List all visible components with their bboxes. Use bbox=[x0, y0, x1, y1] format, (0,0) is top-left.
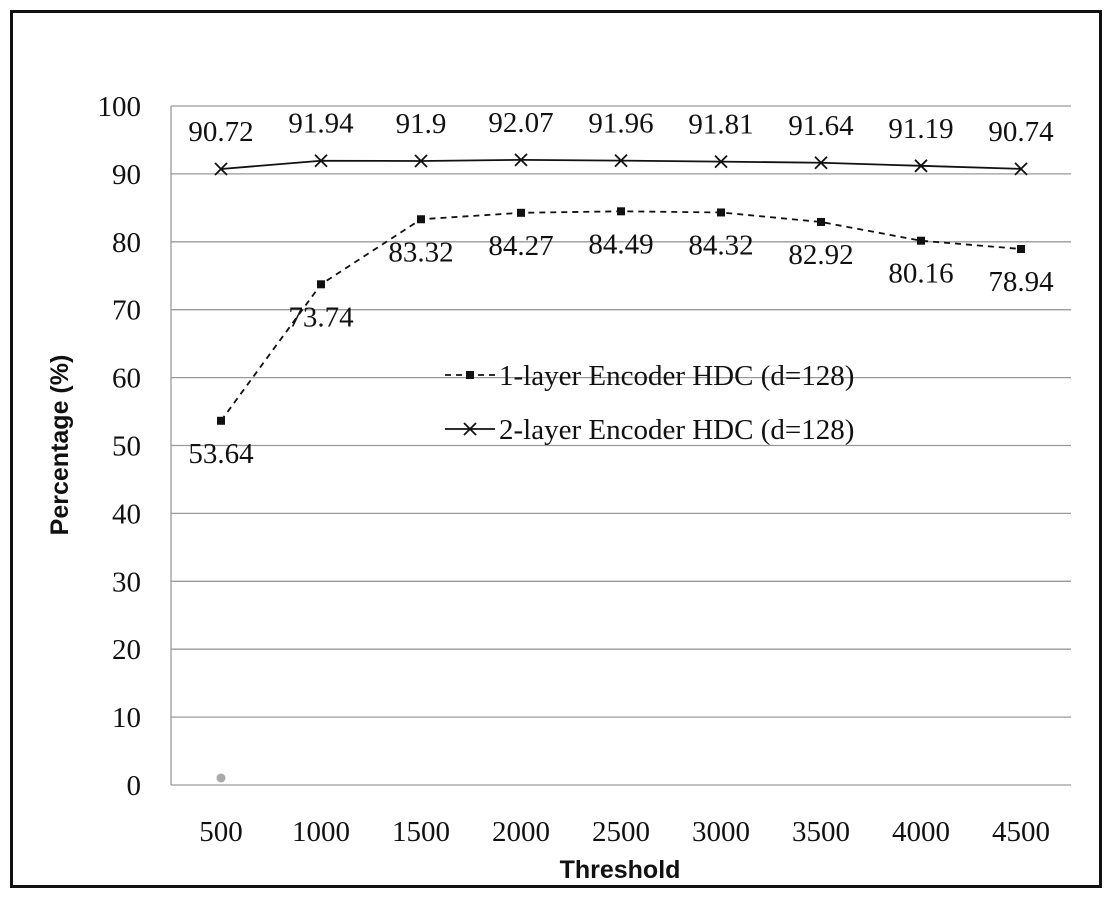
series-2-point-2000 bbox=[514, 153, 528, 167]
series-1-point-3500 bbox=[817, 217, 825, 226]
legend-label-1: 1-layer Encoder HDC (d=128) bbox=[499, 360, 854, 392]
series-2-label-2500: 91.96 bbox=[588, 108, 653, 140]
series-1-point-2000 bbox=[517, 208, 525, 217]
series-2-point-1500 bbox=[414, 154, 428, 168]
series-1-label-500: 53.64 bbox=[188, 438, 254, 470]
series-1-label-4000: 80.16 bbox=[888, 258, 953, 290]
series-1-point-500 bbox=[217, 416, 225, 425]
series-1-label-3000: 84.32 bbox=[688, 229, 753, 261]
data-labels: 53.64 73.74 83.32 84.27 84.49 84.32 82.92 80.16… bbox=[188, 107, 1054, 470]
series-2-label-4500: 90.74 bbox=[988, 116, 1054, 148]
series-2-label-1000: 91.94 bbox=[288, 108, 354, 140]
legend-label-2: 2-layer Encoder HDC (d=128) bbox=[499, 414, 854, 446]
series-1-label-2500: 84.49 bbox=[588, 228, 653, 260]
line-chart: 0 10 20 30 40 50 60 70 80 90 100 500 1000 1500 2000 25… bbox=[46, 91, 1071, 884]
series-1-point-2500 bbox=[617, 207, 625, 216]
legend-marker-2 bbox=[463, 422, 477, 436]
series-1-label-2000: 84.27 bbox=[488, 230, 553, 262]
y-tick-0: 0 bbox=[127, 770, 142, 802]
gridlines bbox=[170, 105, 1071, 786]
y-tick-100: 100 bbox=[98, 91, 142, 123]
series-layer bbox=[214, 153, 1028, 425]
x-tick-1500: 1500 bbox=[392, 816, 450, 848]
x-tick-2000: 2000 bbox=[492, 816, 550, 848]
series-2-point-3000 bbox=[714, 154, 728, 169]
series-2-point-2500 bbox=[614, 153, 628, 168]
series-1-point-1000 bbox=[317, 280, 325, 289]
y-tick-70: 70 bbox=[112, 295, 141, 327]
series-1-point-3000 bbox=[717, 208, 725, 217]
chart-frame: 0 10 20 30 40 50 60 70 80 90 100 500 1000 1500 2000 25… bbox=[10, 10, 1102, 888]
x-tick-labels: 500 1000 1500 2000 2500 3000 3500 4000 4500 bbox=[199, 816, 1050, 848]
x-axis-title: Threshold bbox=[560, 856, 681, 884]
y-tick-20: 20 bbox=[112, 634, 141, 666]
x-tick-2500: 2500 bbox=[592, 816, 650, 848]
y-axis-title: Percentage (%) bbox=[46, 355, 74, 536]
y-tick-90: 90 bbox=[112, 159, 141, 191]
y-tick-80: 80 bbox=[112, 227, 141, 259]
stray-dot bbox=[216, 773, 226, 783]
x-tick-3500: 3500 bbox=[792, 816, 850, 848]
y-tick-40: 40 bbox=[112, 498, 141, 530]
y-tick-60: 60 bbox=[112, 363, 141, 395]
series-2-point-500 bbox=[214, 162, 228, 176]
series-2-label-500: 90.72 bbox=[188, 116, 253, 148]
x-tick-1000: 1000 bbox=[292, 816, 350, 848]
y-tick-labels: 0 10 20 30 40 50 60 70 80 90 100 bbox=[98, 91, 142, 802]
y-tick-50: 50 bbox=[112, 431, 141, 463]
series-2-label-3000: 91.81 bbox=[688, 109, 753, 141]
series-2-label-1500: 91.9 bbox=[396, 108, 447, 140]
series-1-point-4500 bbox=[1017, 244, 1025, 253]
x-tick-4000: 4000 bbox=[892, 816, 950, 848]
series-1-point-4000 bbox=[917, 236, 925, 245]
series-2-label-3500: 91.64 bbox=[788, 110, 854, 142]
series-1-point-1500 bbox=[417, 215, 425, 224]
series-2-point-4500 bbox=[1014, 162, 1028, 176]
series-2-point-4000 bbox=[914, 159, 928, 173]
legend: 1-layer Encoder HDC (d=128) 2-layer Encod… bbox=[445, 360, 854, 446]
series-2-point-1000 bbox=[314, 154, 328, 168]
series-2-label-2000: 92.07 bbox=[488, 107, 553, 139]
x-tick-500: 500 bbox=[199, 816, 243, 848]
series-1-label-4500: 78.94 bbox=[988, 266, 1054, 298]
y-tick-30: 30 bbox=[112, 566, 141, 598]
legend-marker-1 bbox=[466, 371, 474, 379]
series-1-label-1500: 83.32 bbox=[388, 236, 453, 268]
series-2-point-3500 bbox=[814, 156, 828, 170]
x-tick-4500: 4500 bbox=[992, 816, 1050, 848]
series-1-label-3500: 82.92 bbox=[788, 239, 853, 271]
x-tick-3000: 3000 bbox=[692, 816, 750, 848]
series-2-label-4000: 91.19 bbox=[888, 113, 953, 145]
y-tick-10: 10 bbox=[112, 702, 141, 734]
series-1-label-1000: 73.74 bbox=[288, 301, 354, 333]
